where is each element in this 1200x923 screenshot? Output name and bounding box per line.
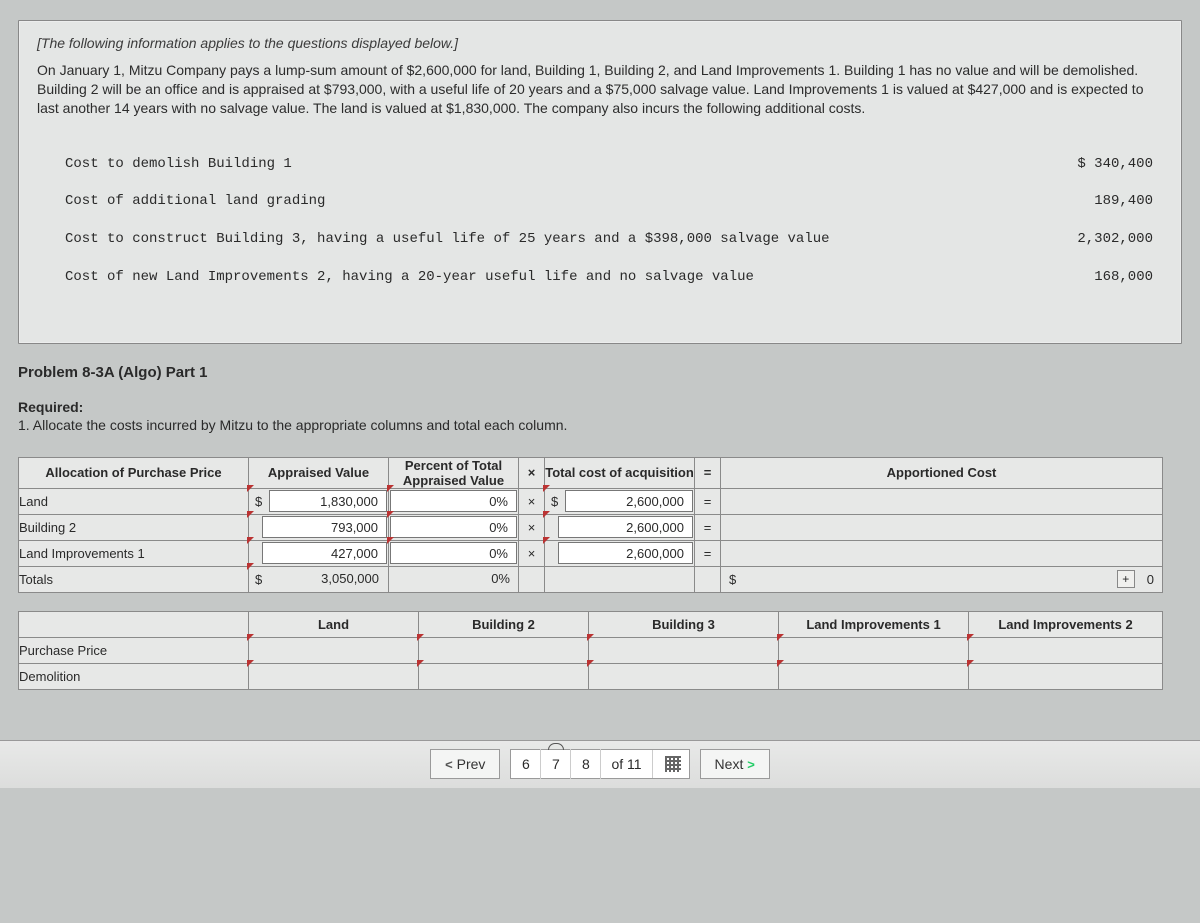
next-button[interactable]: Next > bbox=[700, 749, 770, 779]
problem-info-box: [The following information applies to th… bbox=[18, 20, 1182, 344]
cost-amount: 168,000 bbox=[1053, 268, 1163, 287]
appraised-value-input[interactable]: 793,000 bbox=[262, 516, 387, 538]
multiply-op: × bbox=[519, 540, 545, 566]
cost-amount: 189,400 bbox=[1053, 192, 1163, 211]
problem-paragraph: On January 1, Mitzu Company pays a lump-… bbox=[37, 61, 1163, 118]
table-row: Demolition bbox=[19, 663, 1163, 689]
col-header: Apportioned Cost bbox=[721, 457, 1163, 488]
apportioned-total: 0 bbox=[1147, 572, 1154, 587]
col-header: Building 2 bbox=[419, 611, 589, 637]
equals-op: = bbox=[695, 540, 721, 566]
row-label: Land Improvements 1 bbox=[19, 540, 249, 566]
cost-label: Cost to demolish Building 1 bbox=[65, 155, 1053, 174]
cell-input[interactable] bbox=[589, 637, 779, 663]
cost-label: Cost of new Land Improvements 2, having … bbox=[65, 268, 1053, 287]
cost-label: Cost to construct Building 3, having a u… bbox=[65, 230, 1053, 249]
table-row: Land Improvements 1 427,000 0% × 2,600,0… bbox=[19, 540, 1163, 566]
table-row: Land $1,830,000 0% × $2,600,000 = bbox=[19, 488, 1163, 514]
appraised-value-input[interactable]: 427,000 bbox=[262, 542, 387, 564]
col-header: Total cost of acquisition bbox=[545, 457, 695, 488]
percent-total: 0% bbox=[389, 568, 518, 590]
cell-input[interactable] bbox=[969, 637, 1163, 663]
nav-footer: < Prev 6 7 8 of 11 Next > bbox=[0, 740, 1200, 788]
row-label: Land bbox=[19, 488, 249, 514]
appraised-total: 3,050,000 bbox=[269, 568, 387, 590]
cell-input[interactable] bbox=[969, 663, 1163, 689]
totals-row: Totals $3,050,000 0% $ + 0 bbox=[19, 566, 1163, 592]
total-cost-input[interactable]: 2,600,000 bbox=[558, 516, 693, 538]
apportioned-cell[interactable] bbox=[721, 514, 1163, 540]
cell-input[interactable] bbox=[249, 663, 419, 689]
expand-icon[interactable]: + bbox=[1117, 570, 1135, 588]
required-label: Required: bbox=[18, 399, 1182, 415]
col-header: × bbox=[519, 457, 545, 488]
cell-input[interactable] bbox=[249, 637, 419, 663]
row-label: Totals bbox=[19, 566, 249, 592]
total-cost-input[interactable]: 2,600,000 bbox=[565, 490, 693, 512]
col-header: Allocation of Purchase Price bbox=[19, 457, 249, 488]
page-number[interactable]: 8 bbox=[571, 749, 601, 779]
percent-input[interactable]: 0% bbox=[390, 516, 517, 538]
col-header bbox=[19, 611, 249, 637]
prev-button[interactable]: < Prev bbox=[430, 749, 500, 779]
required-text: 1. Allocate the costs incurred by Mitzu … bbox=[18, 417, 1182, 433]
table-row: Building 2 793,000 0% × 2,600,000 = bbox=[19, 514, 1163, 540]
cell-input[interactable] bbox=[779, 663, 969, 689]
page-number-current[interactable]: 7 bbox=[541, 749, 571, 779]
row-label: Demolition bbox=[19, 663, 249, 689]
percent-input[interactable]: 0% bbox=[390, 542, 517, 564]
chevron-left-icon: < bbox=[445, 757, 453, 772]
additional-costs-block: Cost to demolish Building 1$ 340,400 Cos… bbox=[37, 132, 1163, 329]
col-header: Building 3 bbox=[589, 611, 779, 637]
col-header: Land Improvements 2 bbox=[969, 611, 1163, 637]
page-of-text: of 11 bbox=[601, 756, 651, 772]
multiply-op: × bbox=[519, 488, 545, 514]
problem-title: Problem 8-3A (Algo) Part 1 bbox=[18, 364, 1182, 381]
col-header: Land Improvements 1 bbox=[779, 611, 969, 637]
chevron-right-icon: > bbox=[747, 757, 755, 772]
cost-amount: $ 340,400 bbox=[1053, 155, 1163, 174]
cost-label: Cost of additional land grading bbox=[65, 192, 1053, 211]
dollar-sign: $ bbox=[729, 572, 736, 587]
applies-note: [The following information applies to th… bbox=[37, 35, 1163, 51]
row-label: Purchase Price bbox=[19, 637, 249, 663]
equals-op: = bbox=[695, 488, 721, 514]
apportioned-cell[interactable] bbox=[721, 488, 1163, 514]
total-cost-input[interactable]: 2,600,000 bbox=[558, 542, 693, 564]
appraised-value-input[interactable]: 1,830,000 bbox=[269, 490, 387, 512]
equals-op: = bbox=[695, 514, 721, 540]
cell-input[interactable] bbox=[779, 637, 969, 663]
page-indicator: 6 7 8 of 11 bbox=[510, 749, 689, 779]
row-label: Building 2 bbox=[19, 514, 249, 540]
page-number[interactable]: 6 bbox=[511, 749, 541, 779]
percent-input[interactable]: 0% bbox=[390, 490, 517, 512]
allocation-table: Allocation of Purchase Price Appraised V… bbox=[18, 457, 1163, 593]
cell-input[interactable] bbox=[419, 637, 589, 663]
cell-input[interactable] bbox=[589, 663, 779, 689]
cell-input[interactable] bbox=[419, 663, 589, 689]
col-header: = bbox=[695, 457, 721, 488]
col-header: Percent of Total Appraised Value bbox=[389, 457, 519, 488]
grid-icon[interactable] bbox=[665, 756, 681, 772]
multiply-op: × bbox=[519, 514, 545, 540]
cost-amount: 2,302,000 bbox=[1053, 230, 1163, 249]
col-header: Appraised Value bbox=[249, 457, 389, 488]
col-header: Land bbox=[249, 611, 419, 637]
apportioned-cell[interactable] bbox=[721, 540, 1163, 566]
cost-columns-table: Land Building 2 Building 3 Land Improvem… bbox=[18, 611, 1163, 690]
